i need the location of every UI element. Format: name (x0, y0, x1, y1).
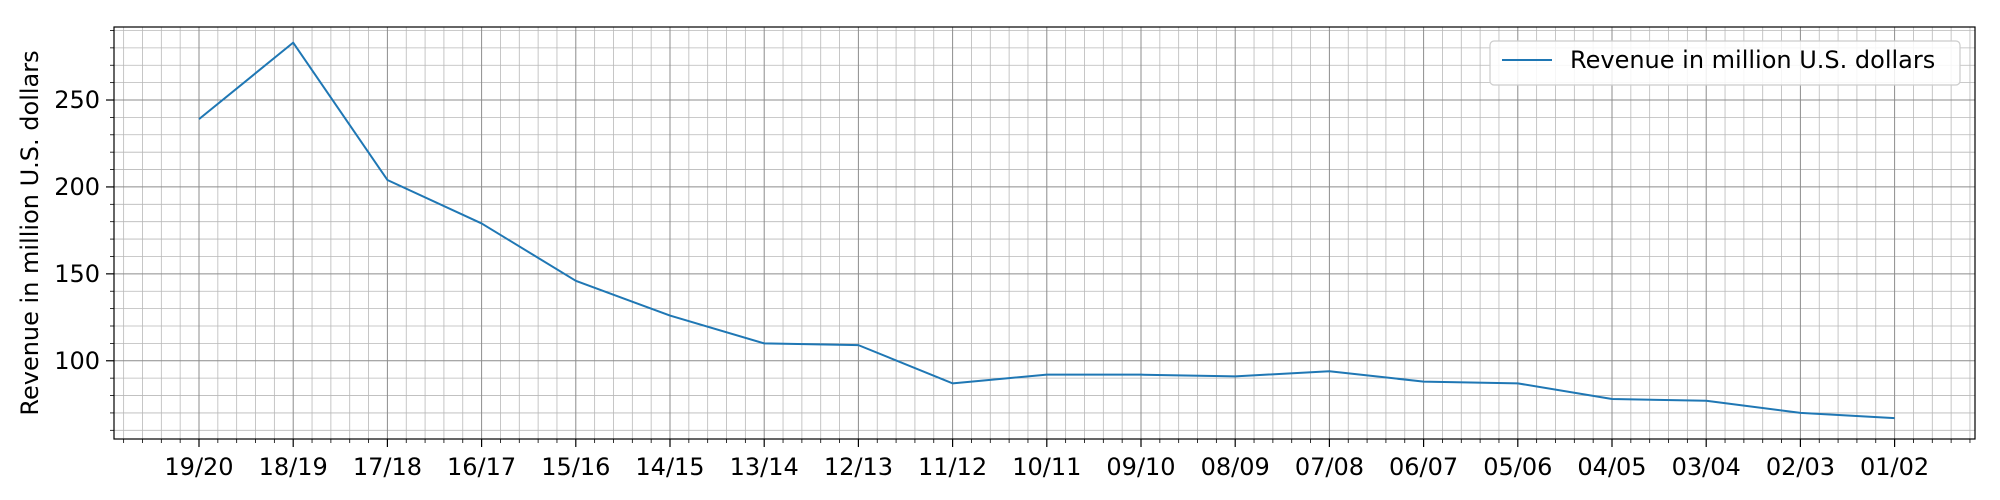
data-point (1610, 397, 1614, 401)
minor-grid (114, 27, 1975, 439)
y-tick-label: 250 (54, 86, 100, 114)
data-point (1327, 369, 1331, 373)
x-tick-label: 08/09 (1201, 453, 1270, 481)
x-tick-label: 01/02 (1860, 453, 1929, 481)
legend-label: Revenue in million U.S. dollars (1570, 46, 1935, 74)
data-point (1045, 373, 1049, 377)
x-tick-label: 13/14 (730, 453, 799, 481)
x-tick-label: 07/08 (1295, 453, 1364, 481)
data-point (1139, 373, 1143, 377)
x-tick-label: 17/18 (353, 453, 422, 481)
data-point (1516, 381, 1520, 385)
data-point (574, 279, 578, 283)
x-tick-label: 04/05 (1577, 453, 1646, 481)
x-tick-label: 10/11 (1012, 453, 1081, 481)
data-point (1422, 380, 1426, 384)
legend-box (1489, 40, 1961, 86)
data-point (762, 341, 766, 345)
x-tick-label: 12/13 (824, 453, 893, 481)
x-tick-label: 06/07 (1389, 453, 1458, 481)
data-point (1798, 411, 1802, 415)
x-tick-label: 02/03 (1766, 453, 1835, 481)
x-tick-label: 03/04 (1672, 453, 1741, 481)
data-point (856, 343, 860, 347)
y-tick-label: 100 (54, 347, 100, 375)
x-tick-label: 05/06 (1483, 453, 1552, 481)
x-tick-label: 18/19 (259, 453, 328, 481)
legend: Revenue in million U.S. dollars (1489, 40, 1961, 86)
data-point (1704, 399, 1708, 403)
data-point (1893, 416, 1897, 420)
y-axis: 100 150 200 250 (54, 30, 114, 431)
y-tick-label: 150 (54, 260, 100, 288)
data-point (480, 221, 484, 225)
data-point (1233, 374, 1237, 378)
data-point (951, 381, 955, 385)
series-line-revenue (198, 41, 1895, 420)
major-grid (114, 27, 1975, 439)
plot-frame (113, 26, 1976, 440)
data-point (668, 314, 672, 318)
data-point (291, 41, 295, 45)
x-tick-label: 16/17 (447, 453, 516, 481)
y-axis-title: Revenue in million U.S. dollars (16, 50, 44, 415)
data-point (197, 117, 201, 121)
x-tick-label: 19/20 (164, 453, 233, 481)
y-tick-label: 200 (54, 173, 100, 201)
x-tick-label: 14/15 (635, 453, 704, 481)
series-layer (197, 41, 1897, 420)
x-tick-label: 11/12 (918, 453, 987, 481)
data-point (385, 178, 389, 182)
x-axis: 19/20 18/19 17/18 16/17 15/16 14/15 13/14 12/13… (123, 439, 1971, 481)
x-tick-label: 09/10 (1106, 453, 1175, 481)
x-tick-label: 15/16 (541, 453, 610, 481)
